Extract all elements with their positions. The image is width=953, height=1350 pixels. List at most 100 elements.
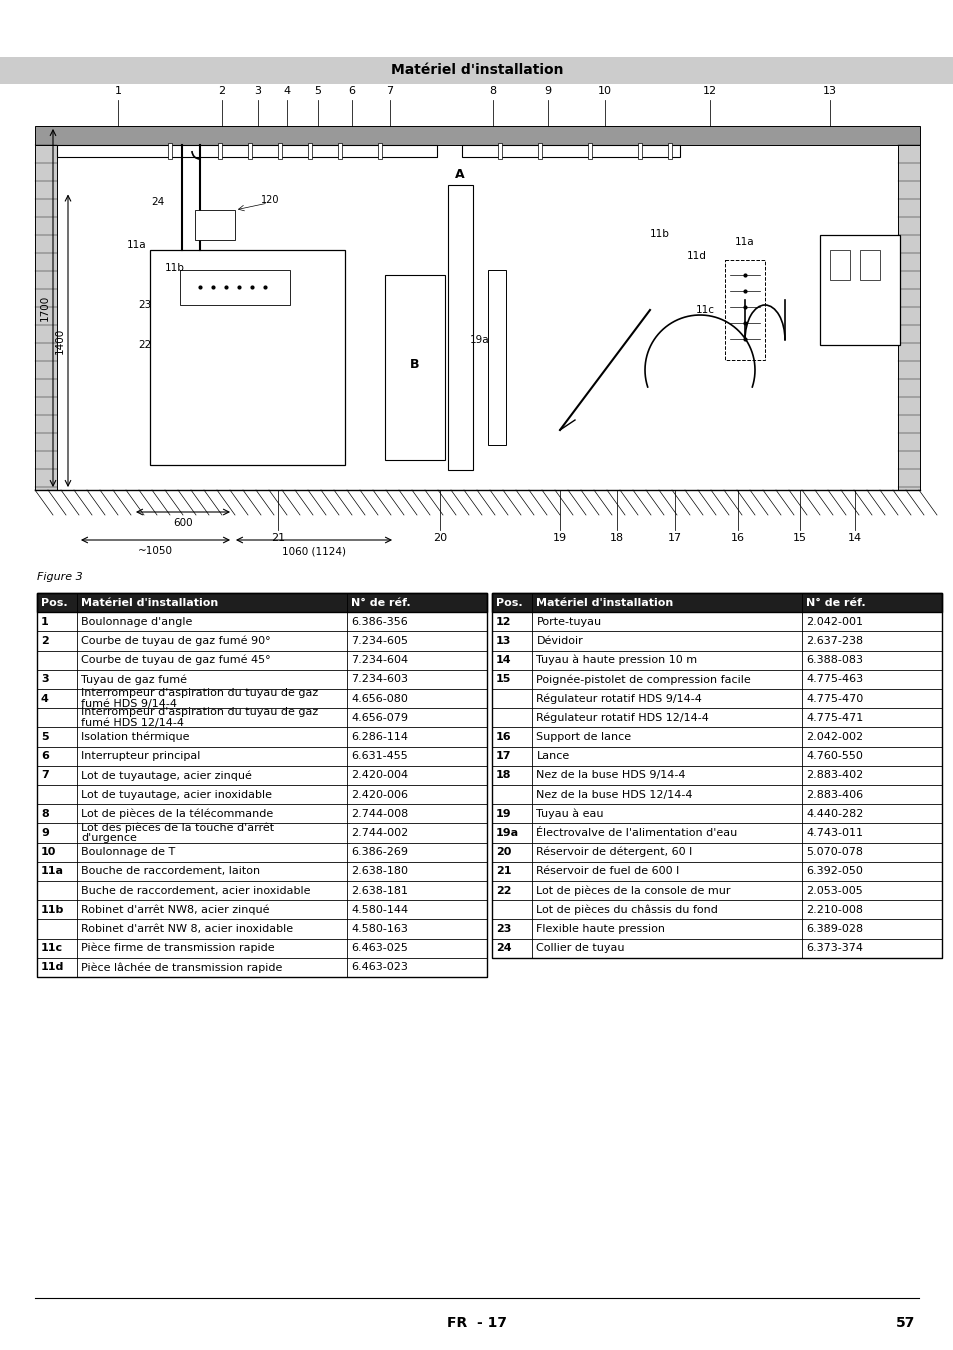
Bar <box>37 728 486 747</box>
Text: 1700: 1700 <box>40 294 50 321</box>
Text: 14: 14 <box>496 655 511 666</box>
Text: 7: 7 <box>386 86 394 96</box>
Text: Pièce firme de transmission rapide: Pièce firme de transmission rapide <box>81 942 274 953</box>
Text: 23: 23 <box>138 300 152 310</box>
Text: 2.744-008: 2.744-008 <box>351 809 408 819</box>
Bar <box>168 143 172 159</box>
Text: A: A <box>455 169 464 181</box>
Text: Pos.: Pos. <box>496 598 522 608</box>
Bar <box>37 632 486 651</box>
Text: 20: 20 <box>496 848 511 857</box>
Text: Interrompeur d'aspiration du tuyau de gaz: Interrompeur d'aspiration du tuyau de ga… <box>81 688 318 698</box>
Text: 2.042-001: 2.042-001 <box>805 617 862 626</box>
Bar <box>37 919 486 938</box>
Text: Lot de tuyautage, acier inoxidable: Lot de tuyautage, acier inoxidable <box>81 790 273 799</box>
Text: 2.420-006: 2.420-006 <box>351 790 408 799</box>
Bar <box>492 784 941 805</box>
Text: 13: 13 <box>496 636 511 647</box>
Text: 5: 5 <box>314 86 321 96</box>
Text: 6.386-269: 6.386-269 <box>351 848 408 857</box>
Text: Interrompeur d'aspiration du tuyau de gaz: Interrompeur d'aspiration du tuyau de ga… <box>81 707 318 717</box>
Text: 1400: 1400 <box>55 328 65 354</box>
Bar <box>37 612 486 632</box>
Bar <box>488 270 505 446</box>
Text: Régulateur rotatif HDS 9/14-4: Régulateur rotatif HDS 9/14-4 <box>536 694 701 703</box>
Bar <box>859 250 879 279</box>
Bar <box>218 143 222 159</box>
Bar <box>37 709 486 728</box>
Text: 3: 3 <box>254 86 261 96</box>
Text: Lot de tuyautage, acier zinqué: Lot de tuyautage, acier zinqué <box>81 769 253 780</box>
Bar <box>0 57 953 84</box>
Text: d'urgence: d'urgence <box>81 833 137 844</box>
Bar <box>248 143 252 159</box>
Bar <box>492 670 941 688</box>
Text: 23: 23 <box>496 923 511 934</box>
Text: 19a: 19a <box>470 335 489 346</box>
Text: Tuyau de gaz fumé: Tuyau de gaz fumé <box>81 674 188 684</box>
Text: 1060 (1124): 1060 (1124) <box>282 545 346 556</box>
Text: Matériel d'installation: Matériel d'installation <box>536 598 673 608</box>
Text: 9: 9 <box>41 828 49 838</box>
Text: 11d: 11d <box>41 963 64 972</box>
Text: 6.392-050: 6.392-050 <box>805 867 862 876</box>
Text: 19: 19 <box>553 533 566 543</box>
Text: Lot de pièces de la télécommande: Lot de pièces de la télécommande <box>81 809 274 819</box>
Text: Porte-tuyau: Porte-tuyau <box>536 617 601 626</box>
Text: 6.386-356: 6.386-356 <box>351 617 408 626</box>
Text: Lot des pièces de la touche d'arrêt: Lot des pièces de la touche d'arrêt <box>81 822 274 833</box>
Text: B: B <box>410 359 419 371</box>
Bar <box>667 143 671 159</box>
Bar <box>377 143 381 159</box>
Bar <box>37 593 486 612</box>
Text: 21: 21 <box>496 867 511 876</box>
Text: 4.580-144: 4.580-144 <box>351 904 408 915</box>
Text: Poignée-pistolet de compression facile: Poignée-pistolet de compression facile <box>536 674 750 684</box>
Text: 6: 6 <box>348 86 355 96</box>
Text: 18: 18 <box>496 771 511 780</box>
Text: 57: 57 <box>895 1316 914 1330</box>
Text: 7.234-604: 7.234-604 <box>351 655 408 666</box>
Text: Matériel d'installation: Matériel d'installation <box>81 598 218 608</box>
Bar <box>37 784 486 805</box>
Bar <box>492 842 941 861</box>
Text: 6.463-025: 6.463-025 <box>351 944 408 953</box>
Text: fumé HDS 9/14-4: fumé HDS 9/14-4 <box>81 699 177 709</box>
Text: 11a: 11a <box>735 238 754 247</box>
Text: 15: 15 <box>496 675 511 684</box>
Text: Collier de tuyau: Collier de tuyau <box>536 944 624 953</box>
Text: 2.883-406: 2.883-406 <box>805 790 862 799</box>
Bar <box>337 143 341 159</box>
Text: Figure 3: Figure 3 <box>37 572 83 582</box>
Text: 6.286-114: 6.286-114 <box>351 732 408 742</box>
Bar <box>492 900 941 919</box>
Bar <box>37 747 486 765</box>
Bar <box>37 593 486 977</box>
Text: 2: 2 <box>218 86 225 96</box>
Bar <box>385 275 444 460</box>
Text: 4.760-550: 4.760-550 <box>805 751 862 761</box>
Text: Interrupteur principal: Interrupteur principal <box>81 751 201 761</box>
Text: 4.775-463: 4.775-463 <box>805 675 862 684</box>
Bar <box>150 250 345 464</box>
Bar <box>492 651 941 670</box>
Text: Courbe de tuyau de gaz fumé 90°: Courbe de tuyau de gaz fumé 90° <box>81 636 271 647</box>
Text: 15: 15 <box>792 533 806 543</box>
Text: 4: 4 <box>283 86 291 96</box>
Text: 6: 6 <box>41 751 49 761</box>
Bar <box>37 957 486 977</box>
Text: FR  - 17: FR - 17 <box>447 1316 506 1330</box>
Text: 19: 19 <box>496 809 511 819</box>
Text: 4.775-470: 4.775-470 <box>805 694 862 703</box>
Bar <box>37 805 486 823</box>
Bar <box>37 670 486 688</box>
Text: 8: 8 <box>489 86 497 96</box>
Text: 2.744-002: 2.744-002 <box>351 828 408 838</box>
Bar <box>194 211 234 240</box>
Text: 2: 2 <box>41 636 49 647</box>
Bar <box>829 250 849 279</box>
Text: 22: 22 <box>496 886 511 895</box>
Bar <box>820 235 899 346</box>
Text: 6.373-374: 6.373-374 <box>805 944 862 953</box>
Text: Boulonnage d'angle: Boulonnage d'angle <box>81 617 193 626</box>
